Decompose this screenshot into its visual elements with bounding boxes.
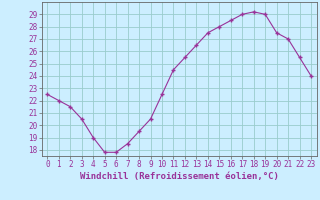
X-axis label: Windchill (Refroidissement éolien,°C): Windchill (Refroidissement éolien,°C): [80, 172, 279, 181]
